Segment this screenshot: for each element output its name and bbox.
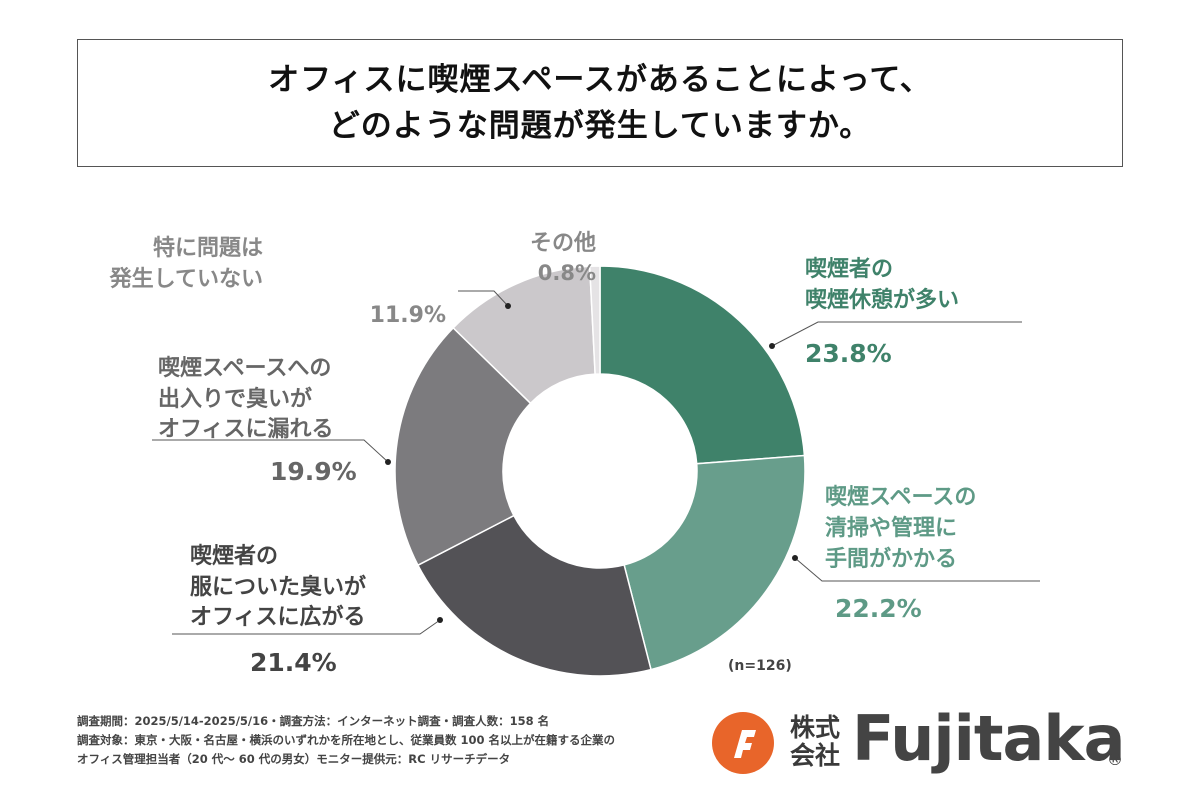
leader-dot-2 [437,617,443,623]
slice-value-5: 0.8% [538,261,596,285]
company-logo: 株式会社 Fujitaka ® [712,702,1132,786]
slice-label-3-1: 出入りで臭いが [158,386,312,412]
leader-dot-1 [792,555,798,561]
leader-line-2 [172,619,441,635]
slice-label-0-1: 喫煙休憩が多い [805,287,959,313]
logo-mark-icon [712,712,774,774]
slice-label-1-2: 手間がかかる [825,546,957,572]
slice-label-2-0: 喫煙者の [190,543,278,569]
slice-1 [623,454,806,671]
leader-line-4 [458,290,509,307]
slice-value-4: 11.9% [370,303,446,328]
registered-mark: ® [1107,750,1123,769]
slice-2 [416,514,652,677]
leader-dot-0 [769,343,775,349]
slice-label-0-0: 喫煙者の [805,256,893,282]
slice-label-5-0: その他 [530,231,596,256]
survey-note-3: オフィス管理担当者（20 代～ 60 代の男女）モニター提供元：RC リサーチデ… [77,752,511,766]
slice-label-1-1: 清掃や管理に [825,515,957,541]
slice-value-0: 23.8% [805,339,892,368]
sample-size: (n=126) [728,658,792,674]
slice-label-3-2: オフィスに漏れる [158,416,334,442]
leader-line-0 [771,321,1022,347]
leader-dot-4 [505,303,511,309]
slice-value-3: 19.9% [270,457,357,486]
leader-dot-3 [385,459,391,465]
slice-value-1: 22.2% [835,594,922,623]
slice-value-2: 21.4% [250,648,337,677]
leader-line-3 [152,439,389,463]
slice-0 [599,265,806,465]
survey-notes: 調査期間：2025/5/14-2025/5/16・調査方法：インターネット調査・… [77,712,615,769]
title-line-1: オフィスに喫煙スペースがあることによって、 [268,62,932,98]
slice-5 [588,265,601,375]
slice-label-4-0: 特に問題は [153,235,263,261]
slice-label-2-2: オフィスに広がる [190,604,366,630]
slice-3 [394,326,532,567]
slice-label-1-0: 喫煙スペースの [825,484,976,510]
survey-note-1: 調査期間：2025/5/14-2025/5/16・調査方法：インターネット調査・… [77,714,550,728]
logo-company-name: Fujitaka [852,702,1125,775]
slice-label-3-0: 喫煙スペースへの [158,355,331,381]
logo-kabushiki-text: 株式会社 [790,713,841,770]
slice-label-2-1: 服についた臭いが [190,574,366,600]
survey-note-2: 調査対象：東京・大阪・名古屋・横浜のいずれかを所在地とし、従業員数 100 名以… [77,733,616,747]
slice-label-4-1: 発生していない [109,267,263,292]
leader-line-1 [794,557,1040,582]
title-box: オフィスに喫煙スペースがあることによって、 どのような問題が発生していますか。 [77,39,1123,167]
title-line-2: どのような問題が発生していますか。 [328,108,872,144]
